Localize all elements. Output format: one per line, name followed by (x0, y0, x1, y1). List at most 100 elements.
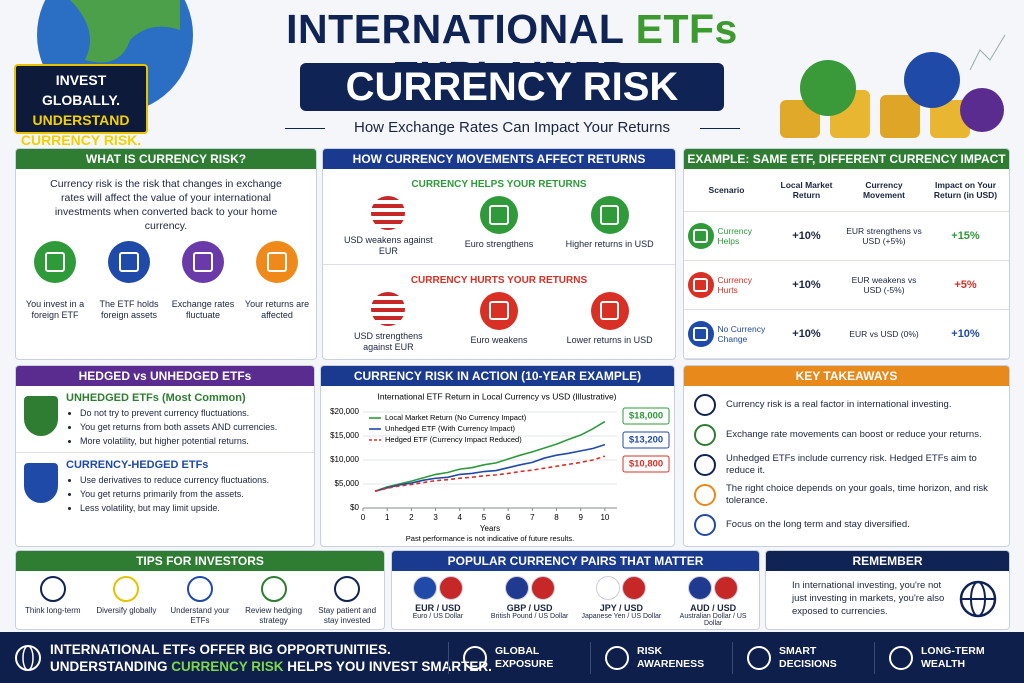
footer-icon (889, 646, 913, 670)
icon (256, 241, 298, 283)
hedge-heading: CURRENCY-HEDGED ETFs (66, 459, 209, 471)
takeaway-text: Unhedged ETFs include currency risk. Hed… (726, 453, 977, 476)
chart-subtitle: International ETF Return in Local Curren… (377, 391, 616, 401)
end-label: $18,000 (629, 411, 663, 422)
takeaway: Currency risk is a real factor in intern… (694, 390, 999, 420)
hedge-text: UNHEDGED ETFs (Most Common) Do not try to… (66, 392, 277, 448)
table-cell: +10% (924, 328, 1007, 340)
y-tick-label: $15,000 (330, 431, 359, 440)
takeaway: Focus on the long term and stay diversif… (694, 510, 999, 540)
scenario: No Currency Change (717, 324, 766, 344)
hedged-blocks: UNHEDGED ETFs (Most Common) Do not try to… (16, 386, 314, 519)
series-line (374, 455, 606, 492)
end-label-box (622, 431, 670, 449)
footer-icon (463, 646, 487, 670)
tip-label: Stay patient and stay invested (318, 606, 377, 625)
movement-heading: CURRENCY HELPS YOUR RETURNS (411, 179, 587, 190)
flag (504, 576, 529, 600)
flag (596, 576, 621, 600)
x-tick-label: 0 (361, 513, 366, 522)
movement-step: USD strengthens against EUR (343, 291, 433, 354)
table-cell: EUR vs USD (0%) (844, 329, 924, 339)
table-header: Scenario Local Market Return Currency Move… (684, 169, 1009, 212)
tip-label: Understand your ETFs (170, 606, 230, 625)
footer-item-text: SMART DECISIONS (779, 645, 837, 670)
takeaway-text: Currency risk is a real factor in intern… (726, 399, 952, 410)
panel-title: WHAT IS CURRENCY RISK? (16, 149, 316, 169)
bullet: Do not try to prevent currency fluctuati… (80, 406, 277, 420)
pair-list: EUR / USD Euro / US Dollar GBP / USD Britis… (392, 571, 759, 627)
takeaways-panel: KEY TAKEAWAYS Currency risk is a real fa… (683, 365, 1010, 547)
icon (687, 321, 714, 347)
globe-icon (959, 580, 997, 618)
flags (487, 576, 573, 600)
chart-note: Past performance is not indicative of fu… (406, 534, 574, 543)
pairs-panel: POPULAR CURRENCY PAIRS THAT MATTER EUR /… (391, 550, 760, 630)
tip-icon (334, 576, 361, 602)
step-label: Exchange rates fluctuate (171, 299, 235, 321)
y-tick-label: $20,000 (330, 407, 359, 416)
table-value: +10% (792, 328, 821, 340)
movement-label: Lower returns in USD (566, 334, 653, 345)
tip-label: Think long-term (25, 606, 81, 615)
footer-item: GLOBAL EXPOSURE (448, 642, 590, 674)
movement-label: USD strengthens against EUR (354, 330, 423, 352)
table-cell: +15% (924, 230, 1007, 242)
footer-item-text: LONG-TERM WEALTH (921, 645, 985, 670)
table-value: +5% (954, 279, 977, 291)
step-label: Your returns are affected (244, 299, 310, 321)
badge-line: CURRENCY RISK. (20, 132, 142, 148)
takeaway-text: Exchange rate movements can boost or red… (726, 429, 982, 440)
steps: You invest in a foreign ETF The ETF holds… (20, 241, 312, 322)
flags (578, 576, 664, 600)
tip-icon (260, 576, 287, 602)
footer-message: INTERNATIONAL ETFs OFFER BIG OPPORTUNITI… (50, 641, 492, 675)
panel-title: HOW CURRENCY MOVEMENTS AFFECT RETURNS (323, 149, 675, 169)
icon-glyph (693, 277, 708, 293)
footer-item-text: RISK AWARENESS (637, 645, 705, 670)
takeaway-icon (694, 514, 716, 536)
pair-code: JPY / USD (599, 603, 644, 613)
shield-icon (24, 396, 58, 436)
badge: INVEST GLOBALLY. UNDERSTAND CURRENCY RIS… (14, 64, 148, 148)
end-label: $13,200 (629, 435, 663, 446)
bullet-list: Do not try to prevent currency fluctuati… (66, 406, 277, 448)
table-row: No Currency Change +10% EUR vs USD (0%) +10… (684, 310, 1009, 359)
flag (530, 576, 555, 600)
footer-globe (15, 645, 41, 671)
footer-line: INTERNATIONAL ETFs OFFER BIG OPPORTUNITI… (50, 642, 391, 657)
bullet: Use derivatives to reduce currency fluct… (80, 473, 269, 487)
tip: Think long-term (19, 576, 87, 626)
pair-name: Euro / US Dollar (412, 613, 464, 620)
pair: GBP / USD British Pound / US Dollar (487, 576, 573, 627)
tagline-rule (700, 128, 740, 129)
icon (108, 241, 150, 283)
table-cell: +10% (769, 328, 844, 340)
movement-row: USD strengthens against EUR Euro weakens L… (323, 286, 675, 354)
flag (688, 576, 713, 600)
tip-icon (39, 576, 66, 602)
flag (622, 576, 647, 600)
movement-label: USD weakens against EUR (344, 235, 433, 257)
icon-glyph (693, 228, 708, 244)
icon-glyph (44, 251, 66, 273)
tip-list: Think long-term Diversify globally Underst… (16, 571, 384, 626)
movement-label: Euro weakens (470, 334, 528, 345)
table-value: +15% (951, 230, 980, 242)
icon-glyph (118, 251, 140, 273)
panel-title: REMEMBER (766, 551, 1009, 571)
x-tick-label: 3 (433, 513, 438, 522)
table-header-cell: Currency Movement (862, 180, 906, 200)
footer-highlight: CURRENCY RISK (171, 659, 284, 674)
table-cell: +10% (769, 279, 844, 291)
movement-label: Higher returns in USD (565, 239, 654, 249)
takeaway-icon (694, 454, 716, 476)
tip: Stay patient and stay invested (313, 576, 381, 626)
icon (182, 241, 224, 283)
icon (479, 196, 518, 234)
movements-panel: HOW CURRENCY MOVEMENTS AFFECT RETURNS CU… (322, 148, 676, 360)
movement-step: Euro strengthens (454, 196, 544, 250)
takeaway-icon (694, 394, 716, 416)
table-value: +10% (951, 328, 980, 340)
end-label-box (622, 407, 670, 425)
